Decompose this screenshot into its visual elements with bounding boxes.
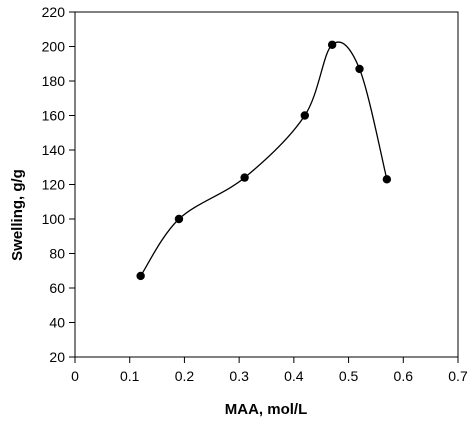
plot-frame xyxy=(74,11,459,358)
x-tick-label-1: 0.1 xyxy=(120,368,140,384)
y-tick-label-7: 160 xyxy=(42,108,66,124)
y-tick-label-5: 120 xyxy=(42,177,66,193)
data-point-2 xyxy=(240,173,249,182)
data-point-6 xyxy=(382,175,392,184)
plot-area xyxy=(74,11,459,358)
y-tick-label-2: 60 xyxy=(49,280,65,296)
x-tick-label-4: 0.4 xyxy=(284,368,304,384)
x-tick-label-3: 0.3 xyxy=(229,368,249,384)
y-tick-label-1: 40 xyxy=(49,315,65,331)
y-tick-label-6: 140 xyxy=(42,142,66,158)
y-axis: 20 40 60 80 100 120 140 160 180 200 220 xyxy=(42,4,75,365)
data-point-1 xyxy=(174,214,184,224)
y-tick-label-3: 80 xyxy=(49,246,65,262)
y-tick-label-4: 100 xyxy=(42,211,66,227)
y-tick-label-10: 220 xyxy=(42,4,66,20)
x-tick-label-7: 0.7 xyxy=(448,368,468,384)
x-axis: 0 0.1 0.2 0.3 0.4 0.5 0.6 0.7 xyxy=(71,357,468,384)
y-tick-label-0: 20 xyxy=(49,349,65,365)
y-tick-label-9: 200 xyxy=(42,39,66,55)
data-point-3 xyxy=(300,111,309,120)
data-point-4 xyxy=(327,40,337,49)
x-tick-label-5: 0.5 xyxy=(339,368,359,384)
x-tick-label-6: 0.6 xyxy=(394,368,414,384)
series-layer xyxy=(136,40,392,281)
y-tick-label-8: 180 xyxy=(42,73,66,89)
data-point-5 xyxy=(355,64,364,74)
series-line xyxy=(140,41,388,277)
x-axis-title: MAA, mol/L xyxy=(225,401,308,418)
data-point-0 xyxy=(136,271,145,281)
x-tick-label-2: 0.2 xyxy=(175,368,195,384)
x-tick-label-0: 0 xyxy=(71,368,79,384)
y-axis-title: Swelling, g/g xyxy=(9,169,26,261)
